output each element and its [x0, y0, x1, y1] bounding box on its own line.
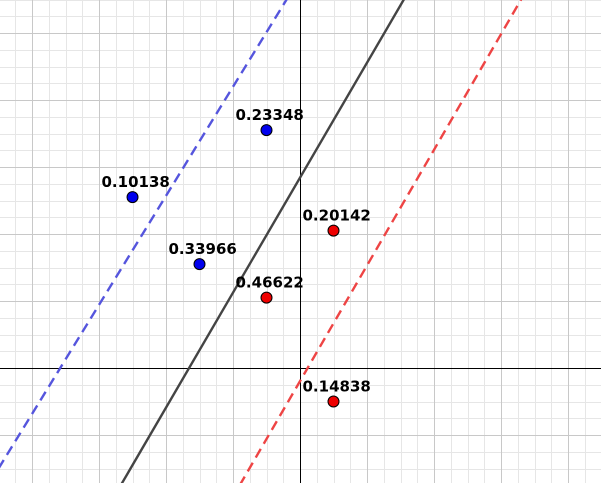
- data-point-marker: [260, 124, 273, 137]
- point-0-33966: 0.33966: [169, 240, 237, 271]
- data-point-label: 0.33966: [169, 240, 237, 258]
- margin-negative-line: [239, 0, 523, 483]
- points-layer: 0.23348 0.10138 0.33966 0.20142 0.46622 0.148…: [102, 106, 371, 408]
- data-point-label: 0.10138: [102, 173, 170, 191]
- point-0-20142: 0.20142: [303, 207, 371, 237]
- data-point-marker: [327, 224, 340, 237]
- data-point-marker: [327, 395, 340, 408]
- data-point-marker: [193, 258, 206, 271]
- data-point-marker: [260, 291, 273, 304]
- decision-boundary-line: [120, 0, 405, 483]
- data-point-label: 0.20142: [303, 207, 371, 225]
- point-0-10138: 0.10138: [102, 173, 170, 204]
- data-point-label: 0.46622: [236, 274, 304, 292]
- point-0-14838: 0.14838: [303, 378, 371, 408]
- data-point-label: 0.14838: [303, 378, 371, 396]
- point-0-46622: 0.46622: [236, 274, 304, 304]
- lines-layer: [0, 0, 523, 483]
- data-point-marker: [126, 191, 139, 204]
- point-0-23348: 0.23348: [236, 106, 304, 137]
- margin-positive-line: [0, 0, 288, 469]
- data-point-label: 0.23348: [236, 106, 304, 124]
